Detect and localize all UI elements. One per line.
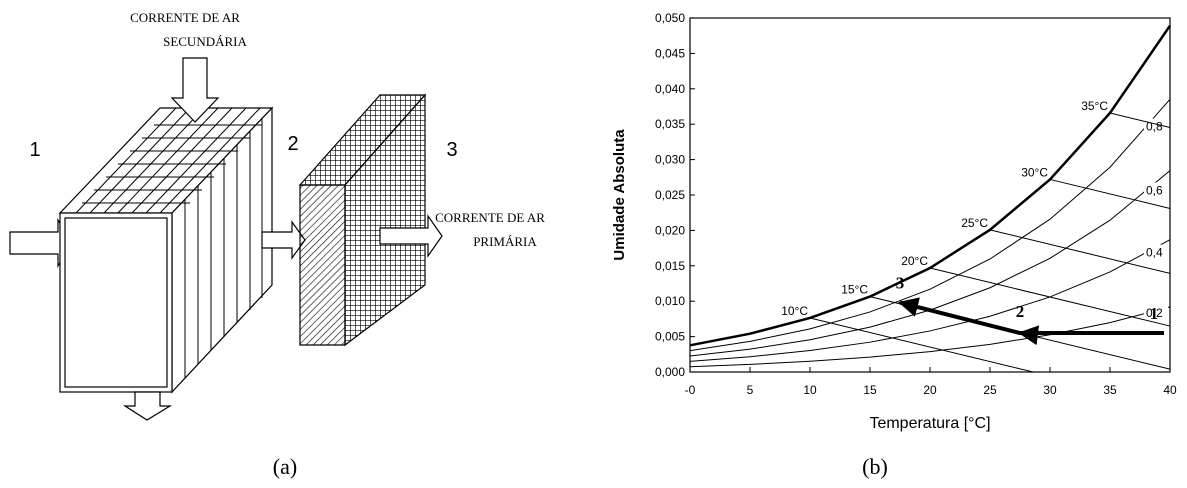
x-tick-label: 10 (803, 383, 817, 397)
y-tick-label: 0,030 (655, 153, 685, 167)
y-tick-label: 0,025 (655, 188, 685, 202)
rh-line (690, 99, 1170, 350)
y-axis-label: Umidade Absoluta (611, 129, 628, 261)
caption: (b) (862, 454, 888, 479)
stage-label: 1 (29, 139, 40, 161)
x-tick-label: 25 (983, 383, 997, 397)
rh-label: 0,6 (1146, 183, 1163, 197)
secondary-air-label: CORRENTE DE AR (130, 10, 240, 25)
wet-bulb-label: 35°C (1081, 99, 1108, 113)
wet-bulb-label: 25°C (961, 216, 988, 230)
y-tick-label: 0,015 (655, 259, 685, 273)
wet-bulb-line (990, 230, 1170, 274)
y-tick-label: 0,050 (655, 11, 685, 25)
y-tick-label: 0,005 (655, 330, 685, 344)
primary-air-label: PRIMÁRIA (473, 234, 537, 249)
rh-label: 0,8 (1146, 120, 1163, 134)
x-tick-label: 40 (1163, 383, 1177, 397)
primary-air-label: CORRENTE DE AR (435, 210, 545, 225)
x-tick-label: 30 (1043, 383, 1057, 397)
rh-line (690, 171, 1170, 356)
secondary-air-label: SECUNDÁRIA (163, 34, 247, 49)
rh-label: 0,4 (1146, 246, 1163, 260)
caption: (a) (273, 454, 297, 479)
wet-bulb-label: 10°C (781, 304, 808, 318)
y-tick-label: 0,035 (655, 117, 685, 131)
rh-line (690, 240, 1170, 362)
y-tick-label: 0,010 (655, 294, 685, 308)
stage-label: 2 (287, 133, 298, 155)
y-tick-label: 0,045 (655, 46, 685, 60)
wet-bulb-label: 20°C (901, 254, 928, 268)
wet-bulb-label: 15°C (841, 283, 868, 297)
wet-bulb-label: 30°C (1021, 165, 1048, 179)
saturation-curve (690, 26, 1170, 346)
evaporative-cooler-diagram (10, 58, 442, 420)
rh-line (690, 307, 1170, 367)
figure: CORRENTE DE AR SECUNDÁRIA CORRENTE DE AR… (0, 0, 1187, 488)
x-tick-label: -0 (685, 383, 696, 397)
process-point-label: 1 (1150, 304, 1159, 323)
x-axis-label: Temperatura [°C] (869, 415, 990, 432)
x-tick-label: 35 (1103, 383, 1117, 397)
y-tick-label: 0,020 (655, 223, 685, 237)
x-tick-label: 20 (923, 383, 937, 397)
plot-frame (690, 18, 1170, 372)
process-point-label: 2 (1016, 302, 1025, 321)
y-tick-label: 0,000 (655, 365, 685, 379)
process-point-label: 3 (896, 274, 905, 293)
x-tick-label: 15 (863, 383, 877, 397)
y-tick-label: 0,040 (655, 82, 685, 96)
stage-label: 3 (446, 139, 457, 161)
x-tick-label: 5 (747, 383, 754, 397)
